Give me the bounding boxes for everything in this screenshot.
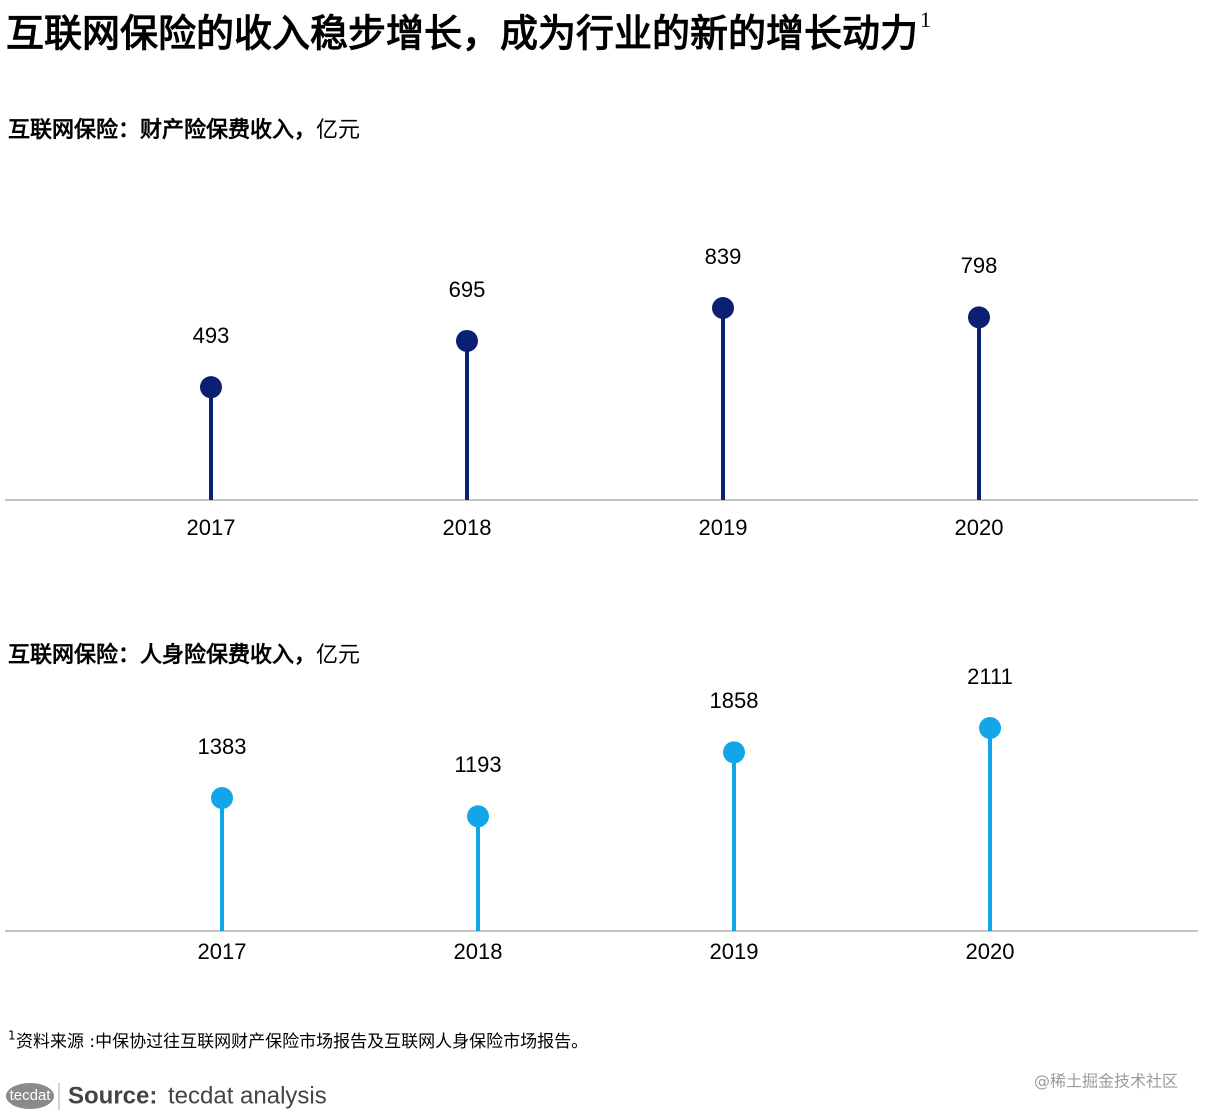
watermark: @稀土掘金技术社区 bbox=[1034, 1072, 1178, 1091]
x-tick-label: 2019 bbox=[710, 939, 759, 964]
chart-title: 互联网保险：人身险保费收入， bbox=[8, 642, 316, 668]
dot bbox=[200, 376, 222, 399]
value-label: 1383 bbox=[198, 734, 247, 759]
dot bbox=[979, 717, 1001, 739]
x-tick-label: 2020 bbox=[955, 515, 1004, 540]
chart-title: 互联网保险：财产险保费收入， bbox=[8, 117, 316, 143]
page-title: 互联网保险的收入稳步增长，成为行业的新的增长动力 bbox=[6, 12, 918, 56]
source-label: Source: bbox=[68, 1082, 157, 1109]
footnote-text: 资料来源 :中保协过往互联网财产保险市场报告及互联网人身保险市场报告。 bbox=[16, 1032, 588, 1052]
x-tick-label: 2017 bbox=[187, 515, 236, 540]
value-label: 839 bbox=[705, 244, 742, 269]
x-tick-label: 2018 bbox=[443, 515, 492, 540]
dot bbox=[723, 741, 745, 764]
value-label: 1858 bbox=[710, 688, 759, 713]
source-text: tecdat analysis bbox=[168, 1082, 327, 1109]
x-tick-label: 2019 bbox=[699, 515, 748, 540]
dot bbox=[467, 805, 489, 828]
value-label: 798 bbox=[961, 253, 998, 278]
logo-badge bbox=[6, 1083, 54, 1109]
dot bbox=[968, 306, 990, 329]
dot bbox=[211, 787, 233, 810]
charts: 互联网保险：财产险保费收入， 亿元493201769520188392019798… bbox=[5, 117, 1198, 964]
value-label: 1193 bbox=[454, 752, 501, 777]
logo-text: tecdat bbox=[10, 1087, 52, 1104]
chart-unit: 亿元 bbox=[316, 643, 360, 668]
x-tick-label: 2017 bbox=[198, 939, 247, 964]
x-tick-label: 2020 bbox=[966, 939, 1015, 964]
value-label: 2111 bbox=[967, 664, 1013, 689]
x-tick-label: 2018 bbox=[454, 939, 503, 964]
dot bbox=[712, 297, 734, 319]
title-note: 1 bbox=[920, 7, 931, 32]
value-label: 493 bbox=[193, 323, 230, 348]
value-label: 695 bbox=[449, 277, 486, 302]
chart-unit: 亿元 bbox=[316, 118, 360, 143]
dot bbox=[456, 329, 478, 352]
footnote-mark: 1 bbox=[8, 1029, 16, 1043]
